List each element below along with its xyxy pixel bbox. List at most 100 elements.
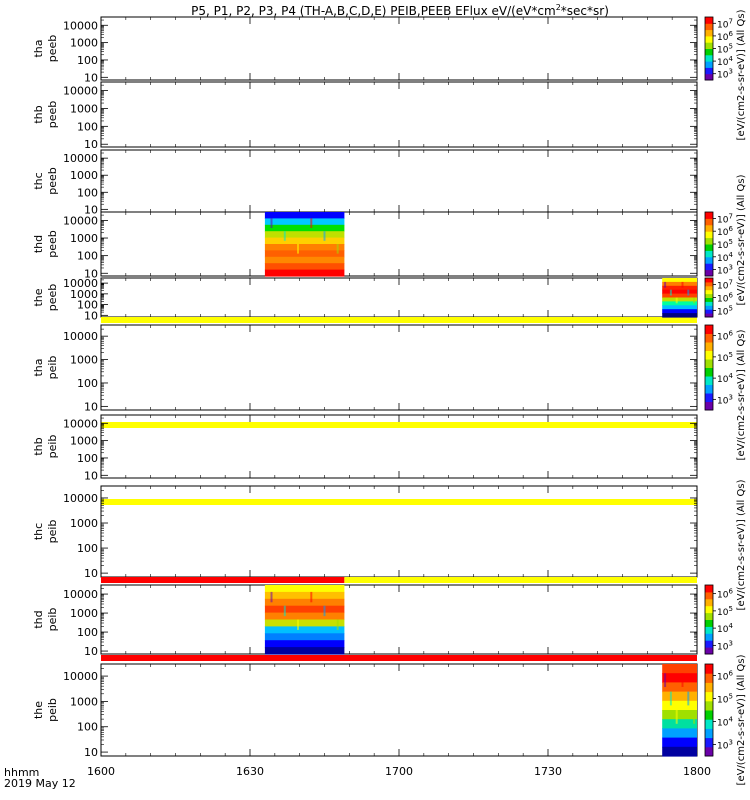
spectrogram-cell [662, 278, 697, 283]
colorbar-tick-label: 104 [717, 55, 733, 68]
spectrogram-cell [264, 244, 345, 251]
spectrogram-cell [662, 719, 697, 729]
panel-the-peib: 10 100 1000 10000 the peib [32, 663, 698, 759]
spectrogram-cell [662, 313, 697, 318]
y-tick-label: 1000 [70, 37, 98, 50]
y-tick-label: 100 [77, 54, 98, 67]
colorbar-swatch [705, 359, 713, 368]
colorbar-swatch [705, 746, 713, 757]
colorbar-swatch [705, 224, 713, 232]
panel-ylabel-probe: tha [32, 358, 45, 376]
y-tick-label: 100 [77, 542, 98, 555]
spectrogram-cell [264, 269, 345, 277]
spectrogram-texture [693, 710, 696, 724]
colorbar-tick-label: 103 [717, 639, 733, 652]
spectrogram-cell [662, 309, 697, 314]
spectrogram-texture [297, 244, 299, 254]
colorbar-swatch [705, 269, 713, 277]
panel-ylabel-probe: thc [32, 523, 45, 540]
panel-ylabel-probe: tha [32, 39, 45, 57]
spectrogram-texture [664, 281, 667, 288]
flag-bar [101, 655, 697, 661]
y-tick-label: 10 [84, 645, 98, 658]
panel-frame [100, 663, 698, 757]
y-tick-label: 10000 [63, 277, 98, 290]
colorbar-swatch [705, 23, 713, 31]
colorbar-swatch [705, 626, 713, 634]
spectrogram-texture [323, 231, 326, 241]
x-corner-label-date: 2019 May 12 [4, 777, 76, 790]
colorbar-swatch [705, 728, 713, 739]
spectrogram-texture [336, 619, 339, 630]
x-tick-label: 1630 [236, 765, 264, 778]
y-tick-label: 10000 [63, 417, 98, 430]
spectrogram-texture [664, 673, 667, 687]
colorbar-tick-label: 107 [717, 212, 733, 225]
spectrogram-cell [662, 281, 697, 287]
spectrogram-cell [662, 673, 697, 683]
y-tick-label: 1000 [70, 288, 98, 301]
colorbar-8: 106 105 104 103 [704, 584, 733, 655]
panel-ylabel-probe: thb [32, 437, 45, 455]
colorbar-swatch [705, 67, 713, 75]
colorbar-swatch [705, 289, 713, 295]
flag-bar [344, 577, 697, 583]
y-tick-label: 100 [77, 186, 98, 199]
panel-ylabel-product: peeb [46, 230, 59, 258]
spectrogram-texture [675, 710, 678, 724]
colorbar-tick-label: 105 [717, 605, 733, 618]
colorbar-swatch [705, 285, 713, 291]
colorbar-swatch [705, 640, 713, 648]
colorbar-swatch [705, 73, 713, 81]
y-tick-label: 10000 [63, 330, 98, 343]
y-tick-label: 10 [84, 267, 98, 280]
colorbar-tick-label: 107 [717, 279, 733, 292]
y-tick-label: 100 [77, 721, 98, 734]
colorbar-swatch [705, 710, 713, 720]
colorbar-swatch [705, 281, 713, 287]
panel-frame [100, 211, 698, 277]
panel-frame [100, 16, 698, 81]
panel-frame [100, 324, 698, 411]
colorbar-tick-label: 105 [717, 238, 733, 251]
spectrogram-texture [270, 218, 273, 228]
colorbar-swatch [705, 633, 713, 641]
spectrogram-texture [310, 218, 313, 228]
colorbar-swatch [705, 313, 713, 318]
spectrogram-cell [264, 256, 345, 264]
colorbar-swatch [705, 333, 713, 343]
panel-frame [100, 81, 698, 148]
colorbar-swatch [705, 54, 713, 62]
colorbar-frame [704, 584, 714, 655]
panel-ylabel-product: peeb [46, 284, 59, 312]
colorbar-tick-label: 105 [717, 693, 733, 706]
spectrogram-texture [687, 289, 690, 296]
colorbar-tick-label: 103 [717, 739, 733, 752]
x-corner-label-hhmm: hhmm [4, 766, 39, 779]
flag-bar [101, 499, 697, 505]
colorbar-swatch [705, 376, 713, 385]
spectrogram-texture [283, 605, 286, 617]
y-tick-label: 100 [77, 452, 98, 465]
flag-bar [101, 317, 697, 323]
colorbar-swatch [705, 48, 713, 56]
spectrogram-cell [264, 237, 345, 245]
colorbar-swatch [705, 42, 713, 49]
colorbar-swatch [705, 700, 713, 711]
x-tick-label: 1700 [385, 765, 413, 778]
spectrogram-span-9-0 [662, 664, 697, 757]
colorbar-swatch [705, 17, 713, 24]
spectrogram-cell [264, 212, 345, 219]
colorbar-units-label: [eV/(cm2-s-sr-eV)] (All Qs) [736, 9, 747, 140]
spectrogram-texture [310, 591, 313, 603]
panel-frame [100, 149, 698, 213]
colorbar-swatch [705, 305, 713, 310]
x-tick-label: 1730 [534, 765, 562, 778]
colorbar-swatch [705, 61, 713, 68]
colorbar-swatch [705, 297, 713, 302]
spectrogram-cell [662, 293, 697, 299]
colorbar-tick-label: 105 [717, 351, 733, 364]
